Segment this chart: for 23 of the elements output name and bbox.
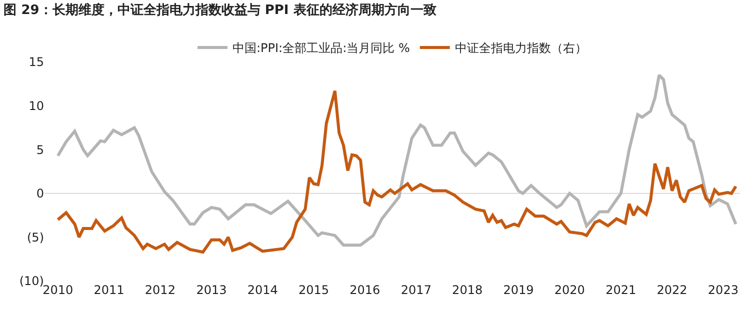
x-tick-label: 2021 — [606, 283, 636, 297]
y-tick-label: 15 — [28, 55, 44, 70]
x-tick-label: 2015 — [298, 283, 330, 297]
x-tick-label: 2017 — [400, 283, 432, 297]
x-tick-label: 2012 — [144, 283, 176, 297]
chart-title: 图 29：长期维度，中证全指电力指数收益与 PPI 表征的经济周期方向一致 — [4, 2, 436, 18]
x-tick-label: 2023 — [708, 283, 738, 297]
y-tick-label: 10 — [28, 99, 44, 113]
y-tick-label: 0 — [36, 186, 44, 201]
legend-label: 中国:PPI:全部工业品:当月同比 % — [232, 41, 410, 56]
y-tick-label: 5 — [36, 142, 44, 157]
y-tick-label: (10) — [19, 274, 44, 288]
legend-label: 中证全指电力指数（右） — [454, 41, 587, 56]
x-tick-label: 2018 — [452, 283, 483, 297]
y-tick-label: (5) — [27, 230, 44, 244]
x-tick-label: 2020 — [554, 283, 585, 297]
x-tick-label: 2013 — [196, 283, 227, 297]
x-tick-label: 2022 — [656, 283, 688, 297]
x-tick-label: 2019 — [503, 283, 534, 297]
x-tick-label: 2010 — [42, 283, 74, 297]
x-tick-label: 2011 — [94, 283, 124, 297]
x-tick-label: 2014 — [247, 283, 278, 297]
x-tick-label: 2016 — [350, 283, 380, 297]
